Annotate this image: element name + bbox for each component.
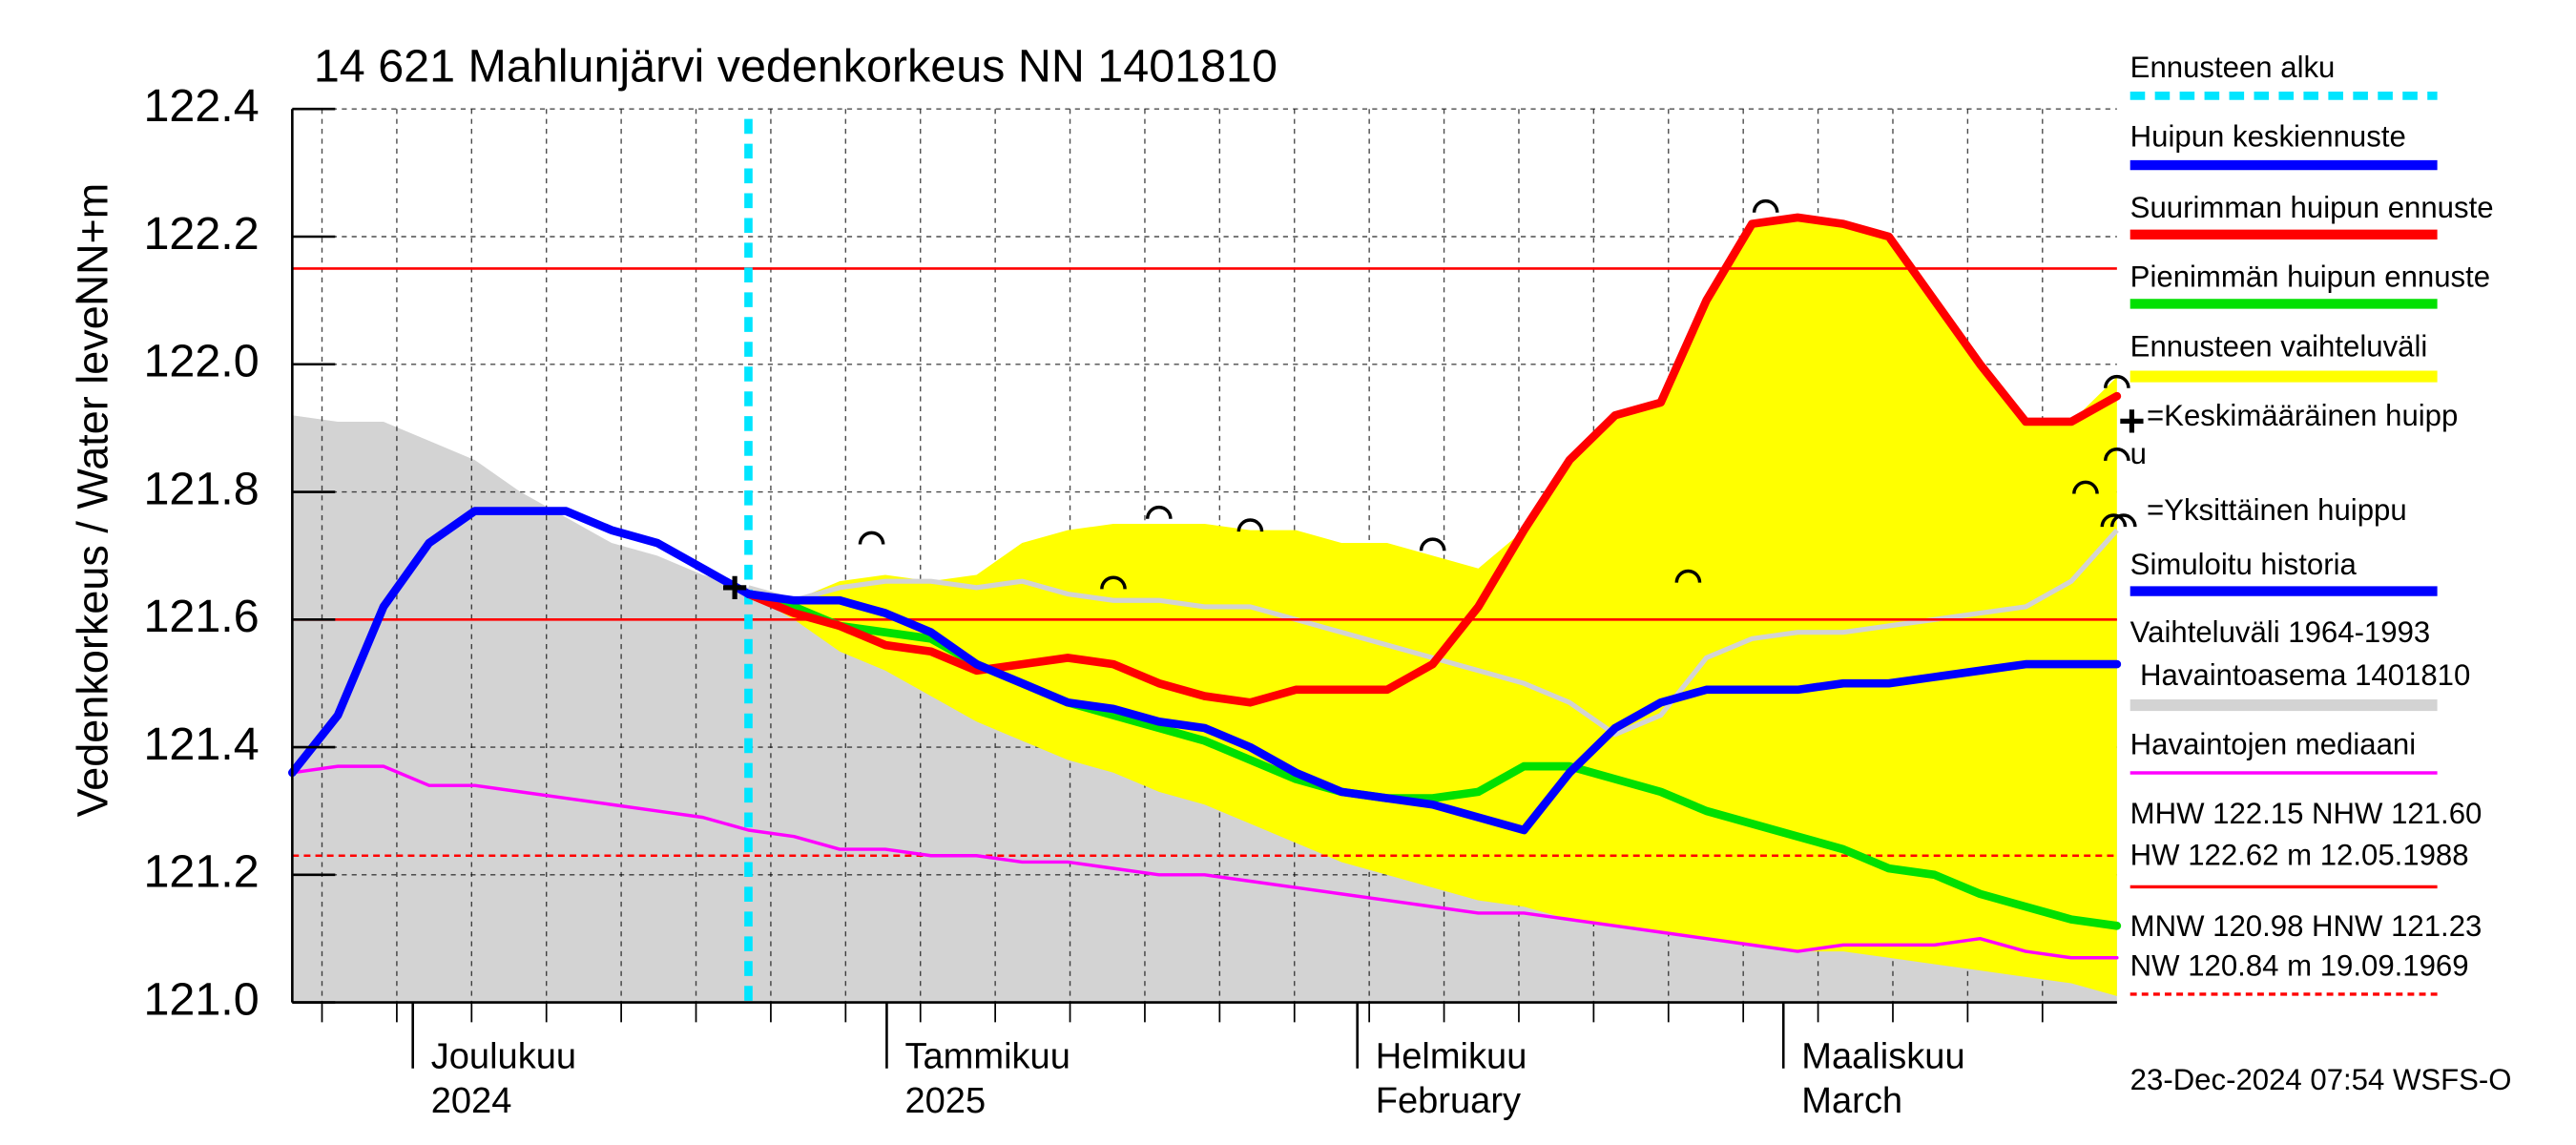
y-tick-label: 122.0 xyxy=(143,336,259,387)
legend-single-peak xyxy=(2100,513,2128,528)
legend-label: =Keskimääräinen huipp xyxy=(2147,399,2458,432)
mean-peak xyxy=(723,575,747,599)
legend-single-peak xyxy=(2104,448,2130,462)
series-line xyxy=(744,590,2122,835)
single-peak xyxy=(858,531,885,545)
legend-label: Havaintoasema 1401810 xyxy=(2140,658,2470,692)
legend-label: Huipun keskiennuste xyxy=(2130,120,2406,154)
series-line xyxy=(288,507,753,778)
x-tick-label: 2025 xyxy=(904,1081,986,1121)
legend-label: Suurimman huipun ennuste xyxy=(2130,191,2494,224)
legend-label: Havaintojen mediaani xyxy=(2130,728,2417,761)
forecast-range-area xyxy=(748,217,2117,996)
x-tick-label: Maaliskuu xyxy=(1801,1036,1964,1076)
single-peak xyxy=(1419,537,1446,552)
legend-label: HW 122.62 m 12.05.1988 xyxy=(2130,839,2469,872)
footer: 23-Dec-2024 07:54 WSFS-O xyxy=(2130,1063,2512,1096)
y-tick-label: 121.6 xyxy=(143,591,259,642)
legend-label: Ennusteen alku xyxy=(2130,51,2336,84)
y-tick-label: 121.4 xyxy=(143,718,259,770)
single-peak xyxy=(1236,518,1264,532)
chart-title: 14 621 Mahlunjärvi vedenkorkeus NN 14018… xyxy=(314,40,1278,92)
legend-label: NW 120.84 m 19.09.1969 xyxy=(2130,948,2469,982)
legend-label: Vaihteluväli 1964-1993 xyxy=(2130,615,2431,649)
y-axis-label: Vedenkorkeus / Water level xyxy=(68,296,116,817)
x-tick-label: February xyxy=(1376,1081,1521,1121)
single-peak xyxy=(1100,575,1127,590)
y-axis-unit: NN+m xyxy=(68,183,116,306)
series-line xyxy=(744,213,2122,707)
legend-label: u xyxy=(2130,437,2147,470)
legend-label: Simuloitu historia xyxy=(2130,548,2358,581)
y-tick-label: 121.0 xyxy=(143,973,259,1025)
y-tick-label: 121.8 xyxy=(143,463,259,514)
legend-label: MHW 122.15 NHW 121.60 xyxy=(2130,797,2483,830)
y-tick-label: 121.2 xyxy=(143,846,259,898)
y-tick-label: 122.4 xyxy=(143,80,259,132)
legend-label: =Yksittäinen huippu xyxy=(2147,493,2407,527)
legend-single-peak xyxy=(2104,374,2130,388)
legend-single-peak xyxy=(2072,480,2099,494)
single-peak xyxy=(1752,198,1779,213)
series-line xyxy=(290,764,2119,960)
x-tick-label: March xyxy=(1801,1081,1902,1121)
y-tick-label: 122.2 xyxy=(143,208,259,260)
x-tick-label: Helmikuu xyxy=(1376,1036,1527,1076)
single-peak xyxy=(1674,570,1702,583)
legend-single-peak xyxy=(2109,513,2137,528)
x-tick-label: Joulukuu xyxy=(431,1036,576,1076)
legend-mean-peak xyxy=(2120,409,2144,433)
single-peak xyxy=(1145,505,1173,519)
legend-label: Ennusteen vaihteluväli xyxy=(2130,329,2428,363)
legend-label: MNW 120.98 HNW 121.23 xyxy=(2130,909,2483,943)
legend-label: Pienimmän huipun ennuste xyxy=(2130,260,2490,294)
x-tick-label: 2024 xyxy=(431,1081,512,1121)
x-tick-label: Tammikuu xyxy=(904,1036,1070,1076)
